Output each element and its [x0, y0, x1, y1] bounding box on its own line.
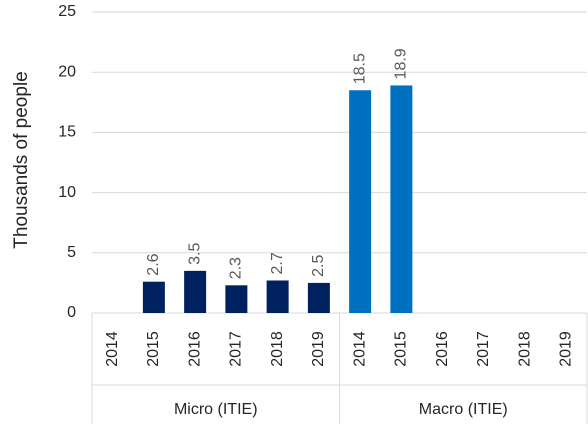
data-label: 18.5 [351, 53, 368, 84]
x-tick-label: 2014 [104, 331, 121, 367]
x-tick-label: 2019 [310, 331, 327, 367]
data-label: 18.9 [393, 48, 410, 79]
x-tick-label: 2014 [351, 331, 368, 367]
x-tick-label: 2019 [558, 331, 575, 367]
y-tick-label: 25 [58, 3, 76, 20]
data-label: 2.3 [228, 257, 245, 279]
y-tick-label: 10 [58, 184, 76, 201]
x-tick-label: 2018 [269, 331, 286, 367]
bar [184, 270, 207, 313]
group-label: Macro (ITIE) [419, 401, 508, 418]
bar [266, 280, 289, 313]
y-tick-label: 20 [58, 63, 76, 80]
x-tick-label: 2015 [393, 331, 410, 367]
data-label: 2.6 [145, 253, 162, 275]
y-tick-label: 15 [58, 124, 76, 141]
data-label: 3.5 [186, 243, 203, 265]
x-tick-label: 2017 [228, 331, 245, 367]
bar [225, 285, 248, 313]
data-label: 2.7 [269, 252, 286, 274]
bar [349, 90, 372, 313]
bar [307, 282, 330, 313]
group-label: Micro (ITIE) [174, 401, 258, 418]
y-tick-label: 5 [67, 244, 76, 261]
x-tick-label: 2016 [186, 331, 203, 367]
bar [142, 281, 165, 313]
x-tick-label: 2016 [434, 331, 451, 367]
x-tick-label: 2015 [145, 331, 162, 367]
x-tick-label: 2017 [475, 331, 492, 367]
x-tick-label: 2018 [516, 331, 533, 367]
bar [390, 85, 413, 313]
y-tick-label: 0 [67, 304, 76, 321]
y-axis-title: Thousands of people [11, 71, 32, 248]
data-label: 2.5 [310, 255, 327, 277]
